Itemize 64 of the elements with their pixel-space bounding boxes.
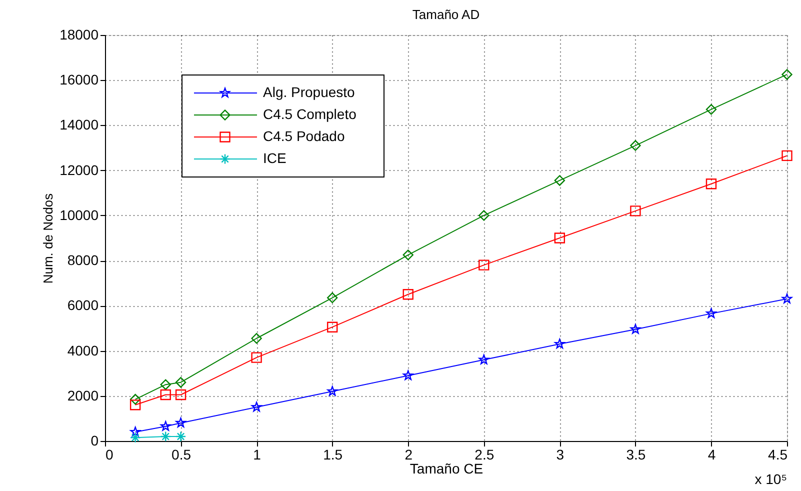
x-tick-label: 0.5 <box>172 446 192 462</box>
point <box>160 379 171 390</box>
x-tick-label: 4 <box>708 446 716 462</box>
x-tick-label: 1.5 <box>323 446 343 462</box>
x-axis-title: Tamaño CE <box>410 460 484 476</box>
legend-label: C4.5 Completo <box>263 106 357 122</box>
point <box>160 431 171 442</box>
point <box>630 206 641 216</box>
point <box>326 292 338 304</box>
point <box>403 370 414 380</box>
point <box>782 294 792 304</box>
point <box>402 289 414 300</box>
y-tick-label: 8000 <box>67 252 99 268</box>
point <box>175 431 186 442</box>
point <box>130 426 140 436</box>
x-tick-label: 3.5 <box>626 446 646 462</box>
point <box>478 260 490 270</box>
y-tick-label: 4000 <box>67 342 99 358</box>
x-tick-label: 2 <box>404 446 413 462</box>
point <box>782 69 792 80</box>
point <box>130 432 141 443</box>
y-tick-label: 6000 <box>67 297 99 314</box>
legend-label: C4.5 Podado <box>263 128 345 144</box>
legend-label: Alg. Propuesto <box>263 84 356 100</box>
point <box>251 352 262 363</box>
point <box>327 386 338 396</box>
point <box>176 418 186 428</box>
y-tick-label: 18000 <box>60 26 99 42</box>
y-tick-label: 12000 <box>60 162 99 178</box>
y-tick-label: 0 <box>90 432 99 448</box>
point <box>251 402 262 412</box>
point <box>251 333 262 344</box>
point <box>326 322 338 332</box>
y-axis-title: Num. de Nodos <box>40 192 56 284</box>
x-tick-label: 4.5 <box>768 446 788 462</box>
text: x 10⁵ <box>754 471 787 487</box>
x-tick-label: 2.5 <box>474 446 494 462</box>
x-tick-label: 0 <box>106 446 114 462</box>
point <box>630 324 641 334</box>
point <box>554 175 566 186</box>
point <box>554 232 566 244</box>
point <box>630 140 641 151</box>
y-tick-label: 16000 <box>60 72 99 88</box>
point <box>160 420 171 431</box>
point <box>478 354 489 364</box>
point <box>554 338 565 348</box>
point <box>130 394 141 405</box>
point <box>706 308 716 318</box>
chart-title: Tamaño AD <box>412 7 480 22</box>
y-tick-label: 14000 <box>60 116 99 133</box>
point <box>402 250 414 260</box>
x-tick-label: 1 <box>253 446 262 462</box>
point <box>175 389 186 400</box>
point <box>478 210 490 221</box>
point <box>782 150 792 162</box>
x-tick-label: 3 <box>556 446 564 462</box>
point <box>706 104 717 115</box>
y-tick-label: 2000 <box>67 387 99 404</box>
point <box>706 178 717 190</box>
point <box>130 400 141 410</box>
point <box>175 377 186 388</box>
point <box>160 389 171 400</box>
legend-label: ICE <box>263 150 286 166</box>
y-tick-label: 10000 <box>60 206 99 223</box>
